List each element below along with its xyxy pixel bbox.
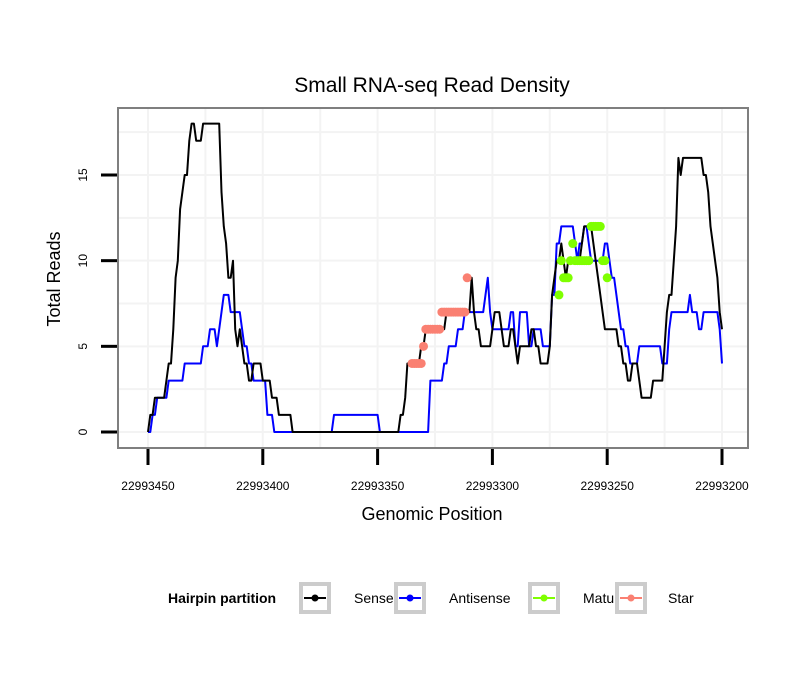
x-axis-title: Genomic Position	[361, 504, 502, 524]
antisense-line	[148, 225, 723, 433]
x-tick-label: 22993350	[351, 479, 405, 493]
series-layer	[147, 122, 723, 433]
star-point	[419, 341, 429, 351]
panel-border	[117, 107, 749, 449]
x-tick-label: 22993250	[581, 479, 635, 493]
chart-title: Small RNA-seq Read Density	[294, 74, 570, 97]
x-tick-label: 22993450	[121, 479, 175, 493]
x-tick-label: 22993400	[236, 479, 290, 493]
mature-point	[563, 273, 573, 283]
legend-title: Hairpin partition	[168, 590, 276, 606]
legend-key-point	[406, 594, 414, 602]
y-tick-label: 0	[76, 428, 90, 435]
star-point	[435, 324, 445, 334]
legend-key-point	[311, 594, 319, 602]
mature-point	[568, 239, 578, 249]
star-point	[460, 307, 470, 317]
star-point	[416, 358, 426, 368]
x-axis: 22993450 22993400 22993350 22993300 22993250…	[121, 449, 749, 493]
legend-label-star: Star	[668, 590, 694, 606]
mature-point	[600, 256, 610, 266]
legend-label-antisense: Antisense	[449, 590, 511, 606]
y-axis: 0 5 10 15	[76, 168, 117, 435]
y-tick-label: 15	[76, 168, 90, 182]
x-tick-label: 22993200	[695, 479, 749, 493]
legend-key-point	[540, 594, 548, 602]
mature-point	[602, 273, 612, 283]
mature-point	[595, 221, 605, 231]
mature-point	[554, 290, 564, 300]
y-tick-label: 5	[76, 343, 90, 350]
plot-panel	[117, 107, 749, 449]
mature-point	[556, 256, 566, 266]
legend: Hairpin partition Sense Antisense Mature St…	[168, 582, 694, 614]
star-point	[462, 273, 472, 283]
legend-label-sense: Sense	[354, 590, 394, 606]
legend-key-point	[627, 594, 635, 602]
grid-lines	[119, 109, 747, 447]
y-tick-label: 10	[76, 254, 90, 268]
x-tick-label: 22993300	[466, 479, 520, 493]
mature-point	[584, 256, 594, 266]
y-axis-title: Total Reads	[44, 231, 64, 326]
